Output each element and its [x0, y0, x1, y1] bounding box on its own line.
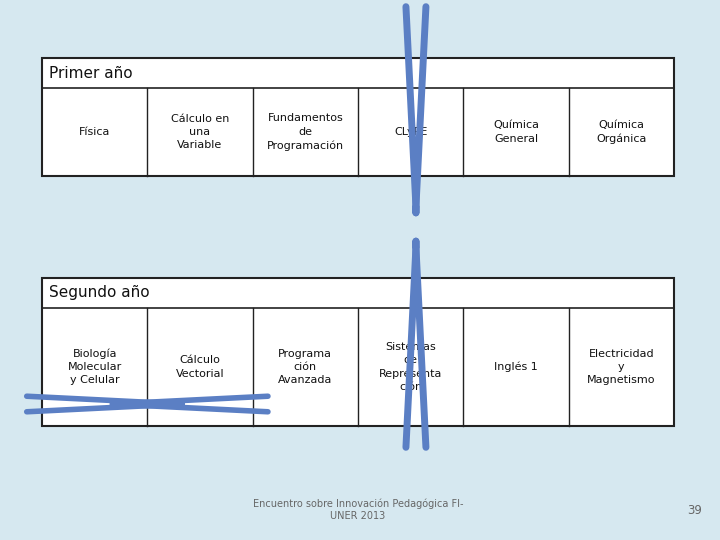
Text: Programa
ción
Avanzada: Programa ción Avanzada — [278, 349, 333, 385]
Text: Fundamentos
de
Programación: Fundamentos de Programación — [267, 113, 344, 151]
Text: Primer año: Primer año — [49, 65, 132, 80]
Bar — [42, 58, 674, 176]
Text: Inglés 1: Inglés 1 — [494, 362, 538, 372]
Text: Química
Orgánica: Química Orgánica — [596, 120, 647, 144]
Bar — [42, 278, 674, 426]
Text: Electricidad
y
Magnetismo: Electricidad y Magnetismo — [587, 349, 656, 385]
Text: Cálculo en
una
Variable: Cálculo en una Variable — [171, 114, 229, 150]
Text: Biología
Molecular
y Celular: Biología Molecular y Celular — [68, 348, 122, 386]
Text: Química
General: Química General — [493, 120, 539, 144]
Text: Cálculo
Vectorial: Cálculo Vectorial — [176, 355, 225, 379]
Text: Física: Física — [79, 127, 110, 137]
Text: CLyPE: CLyPE — [394, 127, 428, 137]
Text: Encuentro sobre Innovación Pedagógica FI-
UNER 2013: Encuentro sobre Innovación Pedagógica FI… — [253, 499, 463, 521]
Text: Segundo año: Segundo año — [49, 286, 150, 300]
Text: 39: 39 — [688, 503, 703, 516]
Text: Sistemas
de
Representa
ción: Sistemas de Representa ción — [379, 342, 442, 392]
